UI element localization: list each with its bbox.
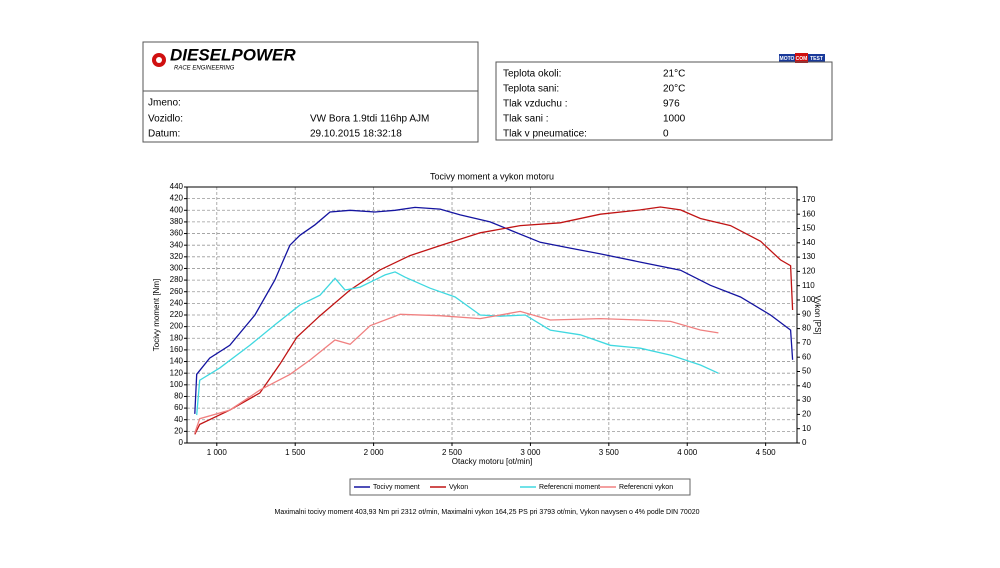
badge: MOTO COM TEST [779,53,825,63]
badge-part [779,54,795,62]
conditions-rows: Teplota okoli: 21°C Teplota sani: 20°C Tlak … [503,69,686,140]
y2-tick-label: 0 [802,438,807,447]
y-tick-label: 20 [174,426,183,435]
y2-tick-label: 40 [802,381,811,390]
vehicle-rows: Jmeno: Vozidlo: VW Bora 1.9tdi 116hp AJM… [148,98,429,140]
y-tick-label: 420 [170,194,184,203]
row-label: Tlak v pneumatice: [503,129,587,140]
plot-frame [186,186,798,444]
y2-tick-label: 60 [802,352,811,361]
x-tick-label: 2 500 [442,448,463,457]
row-label: Tlak sani : [503,114,549,125]
badge-text: COM [796,56,808,62]
y-tick-label: 300 [170,264,184,273]
y-tick-label: 180 [170,333,184,342]
y2-tick-label: 70 [802,338,811,347]
y-tick-label: 220 [170,310,184,319]
y-tick-label: 240 [170,298,184,307]
x-tick-label: 4 500 [756,448,777,457]
x-tick-label: 3 000 [520,448,541,457]
y-tick-label: 100 [170,380,184,389]
legend-label: Referencni moment [539,484,600,491]
chart-title: Tocivy moment a vykon motoru [430,171,554,181]
y2-tick-label: 120 [802,266,816,275]
y-tick-label: 80 [174,392,183,401]
row-label: Jmeno: [148,98,181,109]
x-tick-label: 2 000 [364,448,385,457]
row-value: 29.10.2015 18:32:18 [310,129,402,140]
y2-tick-label: 160 [802,209,816,218]
footer: Maximalni tocivy moment 403,93 Nm pri 23… [274,509,699,516]
badge-part [808,54,825,62]
logo-subtitle: RACE ENGINEERING [174,66,235,72]
row-label: Teplota okoli: [503,69,561,80]
y2-tick-label: 30 [802,395,811,404]
y-tick-label: 320 [170,252,184,261]
y-tick-label: 200 [170,322,184,331]
row-value: 21°C [663,69,685,80]
series-line [194,310,719,434]
badge-text: MOTO [780,56,795,62]
y2-tick-label: 130 [802,252,816,261]
y2-tick-label: 90 [802,309,811,318]
x-axis-label: Otacky motoru [ot/min] [452,457,532,466]
y-tick-label: 0 [179,438,184,447]
y2-tick-label: 170 [802,195,816,204]
y-tick-label: 400 [170,205,184,214]
badge-part [795,53,808,63]
vehicle-box [142,41,479,143]
row-label: Datum: [148,129,180,140]
y-tick-label: 360 [170,229,184,238]
y-tick-label: 280 [170,275,184,284]
x-tick-label: 1 500 [285,448,306,457]
row-value: 0 [663,129,669,140]
y2-tick-label: 150 [802,224,816,233]
logo: DIESELPOWER [170,45,296,64]
y2-axis-label: Vykon [PS] [813,295,822,334]
y-tick-label: 140 [170,357,184,366]
series-line [194,206,794,435]
series-line [194,206,794,414]
y2-tick-label: 110 [802,281,815,290]
conditions-box [495,61,833,141]
y2-tick-label: 20 [802,410,811,419]
legend-box [349,478,691,496]
y-tick-label: 260 [170,287,184,296]
y-tick-label: 380 [170,217,184,226]
x-tick-label: 4 000 [677,448,698,457]
y-tick-label: 160 [170,345,184,354]
legend-label: Tocivy moment [373,484,420,491]
row-label: Vozidlo: [148,114,183,125]
row-label: Tlak vzduchu : [503,99,567,110]
row-value: 1000 [663,114,686,125]
y-tick-label: 340 [170,240,184,249]
y-tick-label: 40 [174,415,183,424]
legend-label: Vykon [449,484,468,491]
legend-label: Referencni vykon [619,484,673,491]
y2-tick-label: 50 [802,367,811,376]
y-tick-label: 120 [170,368,184,377]
chart: Tocivy moment a vykon motoru020406080100… [152,171,822,496]
row-value: 20°C [663,84,685,95]
y-tick-label: 440 [170,182,184,191]
y2-tick-label: 100 [802,295,816,304]
y2-tick-label: 80 [802,324,811,333]
row-value: VW Bora 1.9tdi 116hp AJM [310,114,429,125]
y2-tick-label: 10 [802,424,811,433]
y2-tick-label: 140 [802,238,816,247]
y-tick-label: 60 [174,403,183,412]
badge-text: TEST [810,56,823,62]
row-value: 976 [663,99,680,110]
x-tick-label: 3 500 [599,448,620,457]
x-tick-label: 1 000 [207,448,228,457]
y-axis-label: Tocivy moment [Nm] [152,279,161,351]
row-label: Teplota sani: [503,84,559,95]
series-line [196,271,719,416]
logo-icon-hub [156,57,162,63]
